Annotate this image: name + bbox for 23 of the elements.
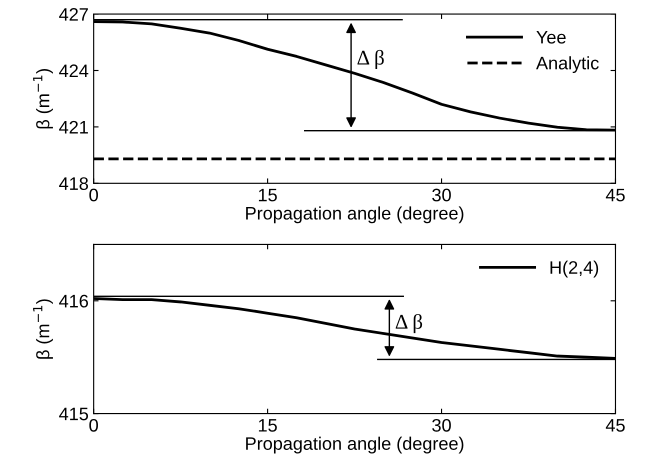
x-axis-title: Propagation angle (degree)	[246, 206, 464, 224]
x-tick-label: 30	[432, 188, 451, 202]
x-tick-label: 15	[258, 188, 277, 202]
legend-label: Yee	[536, 31, 566, 44]
y-tick-label: 421	[59, 120, 88, 134]
y-tick-label: 418	[59, 177, 88, 190]
annotation: Δ β	[357, 50, 384, 69]
y-axis-title: β (m$^{−1}$)	[33, 69, 53, 128]
y-axis-title: β (m$^{−1}$)	[33, 299, 53, 359]
x-axis-title: Propagation angle (degree)	[246, 436, 464, 454]
y-tick-label: 427	[59, 8, 88, 21]
x-tick-label: 0	[89, 418, 98, 432]
annotation: Δ β	[396, 314, 422, 334]
y-tick-label: 424	[59, 64, 88, 78]
x-tick-label: 45	[606, 419, 625, 432]
x-tick-label: 15	[258, 419, 277, 432]
y-tick-label: 416	[59, 294, 88, 308]
x-tick-label: 45	[606, 188, 625, 202]
legend-label: H(2,4)	[550, 260, 598, 278]
y-tick-label: 415	[59, 408, 88, 420]
x-tick-label: 30	[432, 418, 451, 432]
x-tick-label: 0	[89, 188, 98, 202]
legend-label: Analytic	[536, 56, 599, 74]
